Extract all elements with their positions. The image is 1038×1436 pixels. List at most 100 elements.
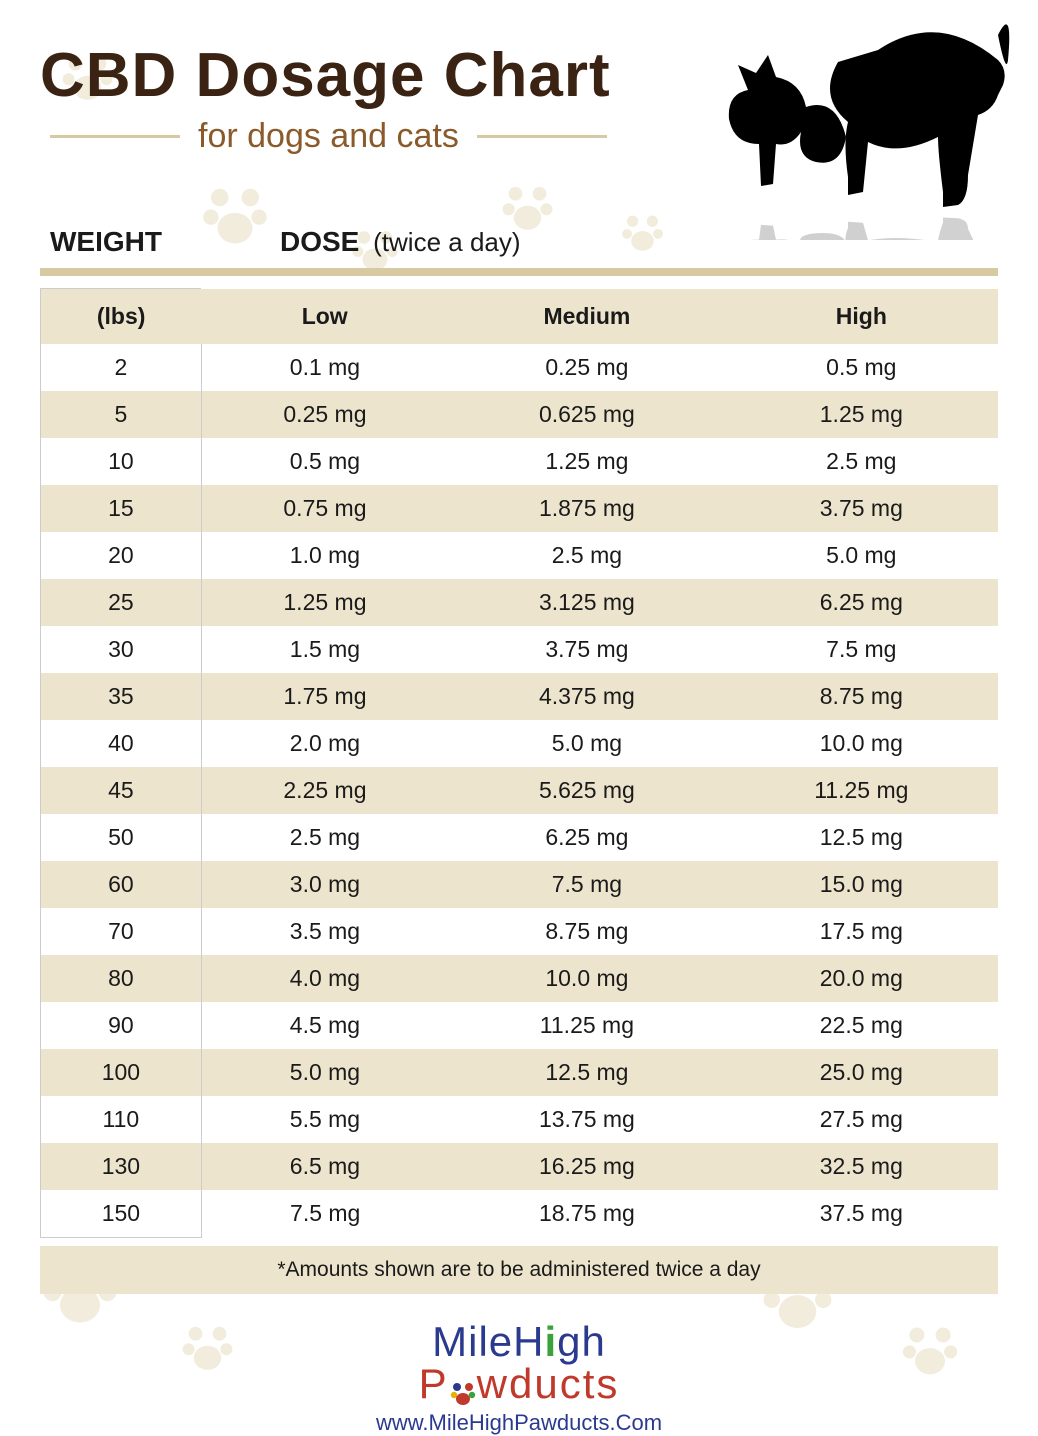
table-cell: 6.25 mg: [449, 814, 726, 861]
table-cell: 13.75 mg: [449, 1096, 726, 1143]
table-cell: 35: [41, 673, 202, 720]
table-row: 603.0 mg7.5 mg15.0 mg: [41, 861, 998, 908]
table-cell: 10.0 mg: [725, 720, 997, 767]
table-cell: 1.25 mg: [725, 391, 997, 438]
rule-right: [477, 135, 607, 138]
table-cell: 5: [41, 391, 202, 438]
table-cell: 80: [41, 955, 202, 1002]
table-cell: 130: [41, 1143, 202, 1190]
table-cell: 8.75 mg: [449, 908, 726, 955]
table-cell: 70: [41, 908, 202, 955]
table-header-row: (lbs)LowMediumHigh: [41, 289, 998, 345]
table-cell: 45: [41, 767, 202, 814]
table-row: 20.1 mg0.25 mg0.5 mg: [41, 344, 998, 391]
table-cell: 22.5 mg: [725, 1002, 997, 1049]
logo-line1: MileHigh: [40, 1318, 998, 1366]
table-cell: 5.0 mg: [449, 720, 726, 767]
logo-text-pre: MileH: [432, 1318, 544, 1365]
table-cell: 12.5 mg: [449, 1049, 726, 1096]
table-row: 1105.5 mg13.75 mg27.5 mg: [41, 1096, 998, 1143]
table-cell: 150: [41, 1190, 202, 1238]
table-cell: 90: [41, 1002, 202, 1049]
table-cell: 110: [41, 1096, 202, 1143]
table-cell: 1.875 mg: [449, 485, 726, 532]
table-row: 452.25 mg5.625 mg11.25 mg: [41, 767, 998, 814]
logo-text-post: gh: [557, 1318, 606, 1365]
table-cell: 16.25 mg: [449, 1143, 726, 1190]
brand-logo: MileHigh P wducts www.MileHighPawducts.C…: [40, 1318, 998, 1436]
table-row: 402.0 mg5.0 mg10.0 mg: [41, 720, 998, 767]
table-cell: 8.75 mg: [725, 673, 997, 720]
table-row: 150.75 mg1.875 mg3.75 mg: [41, 485, 998, 532]
rule-left: [50, 135, 180, 138]
logo-paw-icon: [449, 1369, 477, 1397]
table-cell: 3.0 mg: [201, 861, 448, 908]
table-row: 201.0 mg2.5 mg5.0 mg: [41, 532, 998, 579]
table-cell: 25: [41, 579, 202, 626]
table-cell: 11.25 mg: [449, 1002, 726, 1049]
table-body: 20.1 mg0.25 mg0.5 mg50.25 mg0.625 mg1.25…: [41, 344, 998, 1238]
table-cell: 15.0 mg: [725, 861, 997, 908]
table-cell: 2.5 mg: [449, 532, 726, 579]
table-cell: 3.75 mg: [725, 485, 997, 532]
dosage-table: (lbs)LowMediumHigh 20.1 mg0.25 mg0.5 mg5…: [40, 288, 998, 1238]
table-cell: 2: [41, 344, 202, 391]
logo-line2: P wducts: [40, 1360, 998, 1408]
table-cell: 2.25 mg: [201, 767, 448, 814]
table-cell: 1.25 mg: [201, 579, 448, 626]
table-cell: 18.75 mg: [449, 1190, 726, 1238]
subtitle: for dogs and cats: [198, 117, 459, 156]
table-cell: 17.5 mg: [725, 908, 997, 955]
table-cell: 1.75 mg: [201, 673, 448, 720]
table-row: 1306.5 mg16.25 mg32.5 mg: [41, 1143, 998, 1190]
header: CBD Dosage Chart for dogs and cats: [40, 40, 998, 156]
table-cell: 5.5 mg: [201, 1096, 448, 1143]
table-row: 703.5 mg8.75 mg17.5 mg: [41, 908, 998, 955]
table-cell: 30: [41, 626, 202, 673]
table-cell: 20.0 mg: [725, 955, 997, 1002]
table-cell: 1.25 mg: [449, 438, 726, 485]
table-row: 50.25 mg0.625 mg1.25 mg: [41, 391, 998, 438]
table-row: 904.5 mg11.25 mg22.5 mg: [41, 1002, 998, 1049]
footnote: *Amounts shown are to be administered tw…: [40, 1246, 998, 1294]
table-cell: 0.5 mg: [725, 344, 997, 391]
table-cell: 2.5 mg: [201, 814, 448, 861]
table-cell: 20: [41, 532, 202, 579]
table-cell: 7.5 mg: [725, 626, 997, 673]
table-cell: 0.25 mg: [201, 391, 448, 438]
table-cell: 50: [41, 814, 202, 861]
table-cell: 40: [41, 720, 202, 767]
table-cell: 0.5 mg: [201, 438, 448, 485]
dose-note: (twice a day): [373, 227, 520, 257]
table-cell: 4.5 mg: [201, 1002, 448, 1049]
table-cell: 32.5 mg: [725, 1143, 997, 1190]
table-cell: 5.0 mg: [725, 532, 997, 579]
table-header-cell: (lbs): [41, 289, 202, 345]
table-cell: 0.625 mg: [449, 391, 726, 438]
table-row: 1005.0 mg12.5 mg25.0 mg: [41, 1049, 998, 1096]
table-row: 251.25 mg3.125 mg6.25 mg: [41, 579, 998, 626]
table-row: 1507.5 mg18.75 mg37.5 mg: [41, 1190, 998, 1238]
table-cell: 100: [41, 1049, 202, 1096]
table-cell: 3.5 mg: [201, 908, 448, 955]
table-cell: 10: [41, 438, 202, 485]
table-header-cell: Low: [201, 289, 448, 345]
table-row: 301.5 mg3.75 mg7.5 mg: [41, 626, 998, 673]
table-cell: 11.25 mg: [725, 767, 997, 814]
table-cell: 3.125 mg: [449, 579, 726, 626]
table-cell: 37.5 mg: [725, 1190, 997, 1238]
table-cell: 3.75 mg: [449, 626, 726, 673]
table-cell: 5.625 mg: [449, 767, 726, 814]
table-row: 502.5 mg6.25 mg12.5 mg: [41, 814, 998, 861]
table-cell: 4.0 mg: [201, 955, 448, 1002]
table-header-cell: High: [725, 289, 997, 345]
table-cell: 12.5 mg: [725, 814, 997, 861]
table-cell: 6.5 mg: [201, 1143, 448, 1190]
table-cell: 2.5 mg: [725, 438, 997, 485]
table-cell: 0.75 mg: [201, 485, 448, 532]
table-cell: 15: [41, 485, 202, 532]
table-row: 351.75 mg4.375 mg8.75 mg: [41, 673, 998, 720]
weight-label: WEIGHT: [40, 226, 280, 258]
pets-silhouette-icon: [678, 20, 1018, 240]
table-cell: 6.25 mg: [725, 579, 997, 626]
